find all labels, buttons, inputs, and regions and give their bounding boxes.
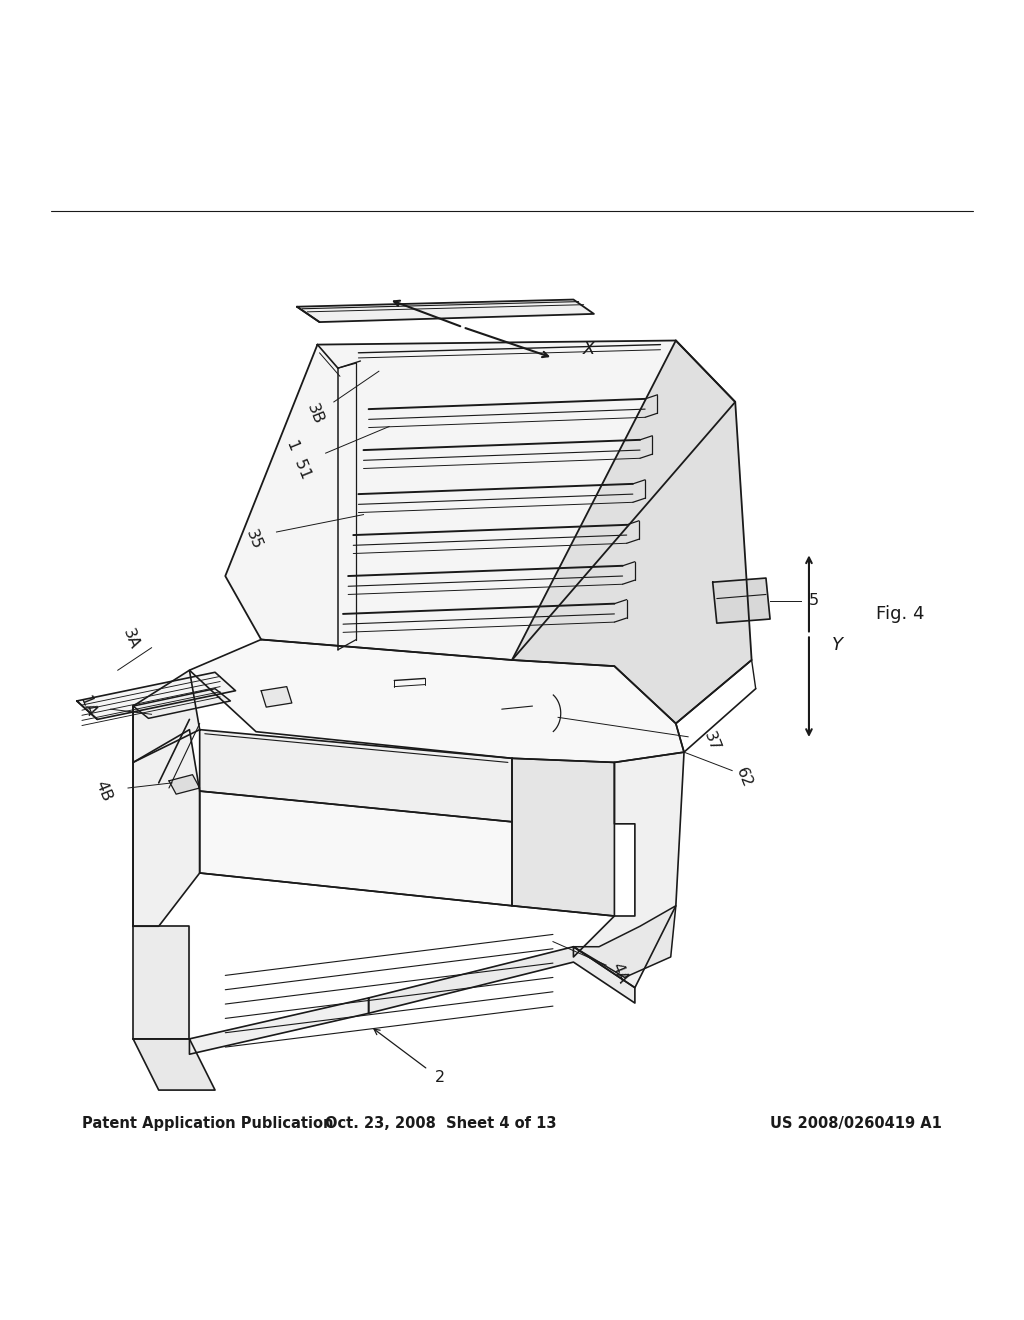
Text: Oct. 23, 2008  Sheet 4 of 13: Oct. 23, 2008 Sheet 4 of 13: [325, 1117, 556, 1131]
Polygon shape: [713, 578, 770, 623]
Text: 1A: 1A: [77, 693, 98, 719]
Text: 37: 37: [701, 730, 723, 754]
Polygon shape: [189, 998, 369, 1055]
Text: Fig. 4: Fig. 4: [876, 605, 924, 623]
Polygon shape: [573, 752, 684, 987]
Text: 3B: 3B: [304, 401, 327, 426]
Polygon shape: [133, 671, 200, 763]
Polygon shape: [512, 758, 614, 916]
Polygon shape: [261, 686, 292, 708]
Polygon shape: [133, 1039, 215, 1090]
Polygon shape: [573, 906, 676, 977]
Polygon shape: [133, 927, 189, 1039]
Polygon shape: [133, 730, 200, 927]
Polygon shape: [133, 689, 230, 718]
Text: 35: 35: [244, 527, 264, 552]
Polygon shape: [77, 672, 236, 719]
Polygon shape: [189, 639, 684, 763]
Text: 3A: 3A: [120, 627, 141, 652]
Text: 1  51: 1 51: [285, 437, 313, 480]
Text: 4A: 4A: [608, 961, 631, 986]
Text: Patent Application Publication: Patent Application Publication: [82, 1117, 334, 1131]
Polygon shape: [225, 341, 735, 660]
Text: 5: 5: [809, 593, 819, 609]
Polygon shape: [369, 946, 635, 1014]
Text: US 2008/0260419 A1: US 2008/0260419 A1: [770, 1117, 942, 1131]
Text: 4B: 4B: [93, 779, 115, 804]
Polygon shape: [512, 341, 752, 723]
Polygon shape: [297, 300, 594, 322]
Polygon shape: [200, 791, 512, 906]
Text: X: X: [583, 339, 595, 358]
Text: 2: 2: [435, 1071, 445, 1085]
Polygon shape: [169, 775, 200, 795]
Text: Y: Y: [833, 636, 843, 653]
Polygon shape: [200, 730, 512, 822]
Text: 62: 62: [733, 766, 754, 789]
